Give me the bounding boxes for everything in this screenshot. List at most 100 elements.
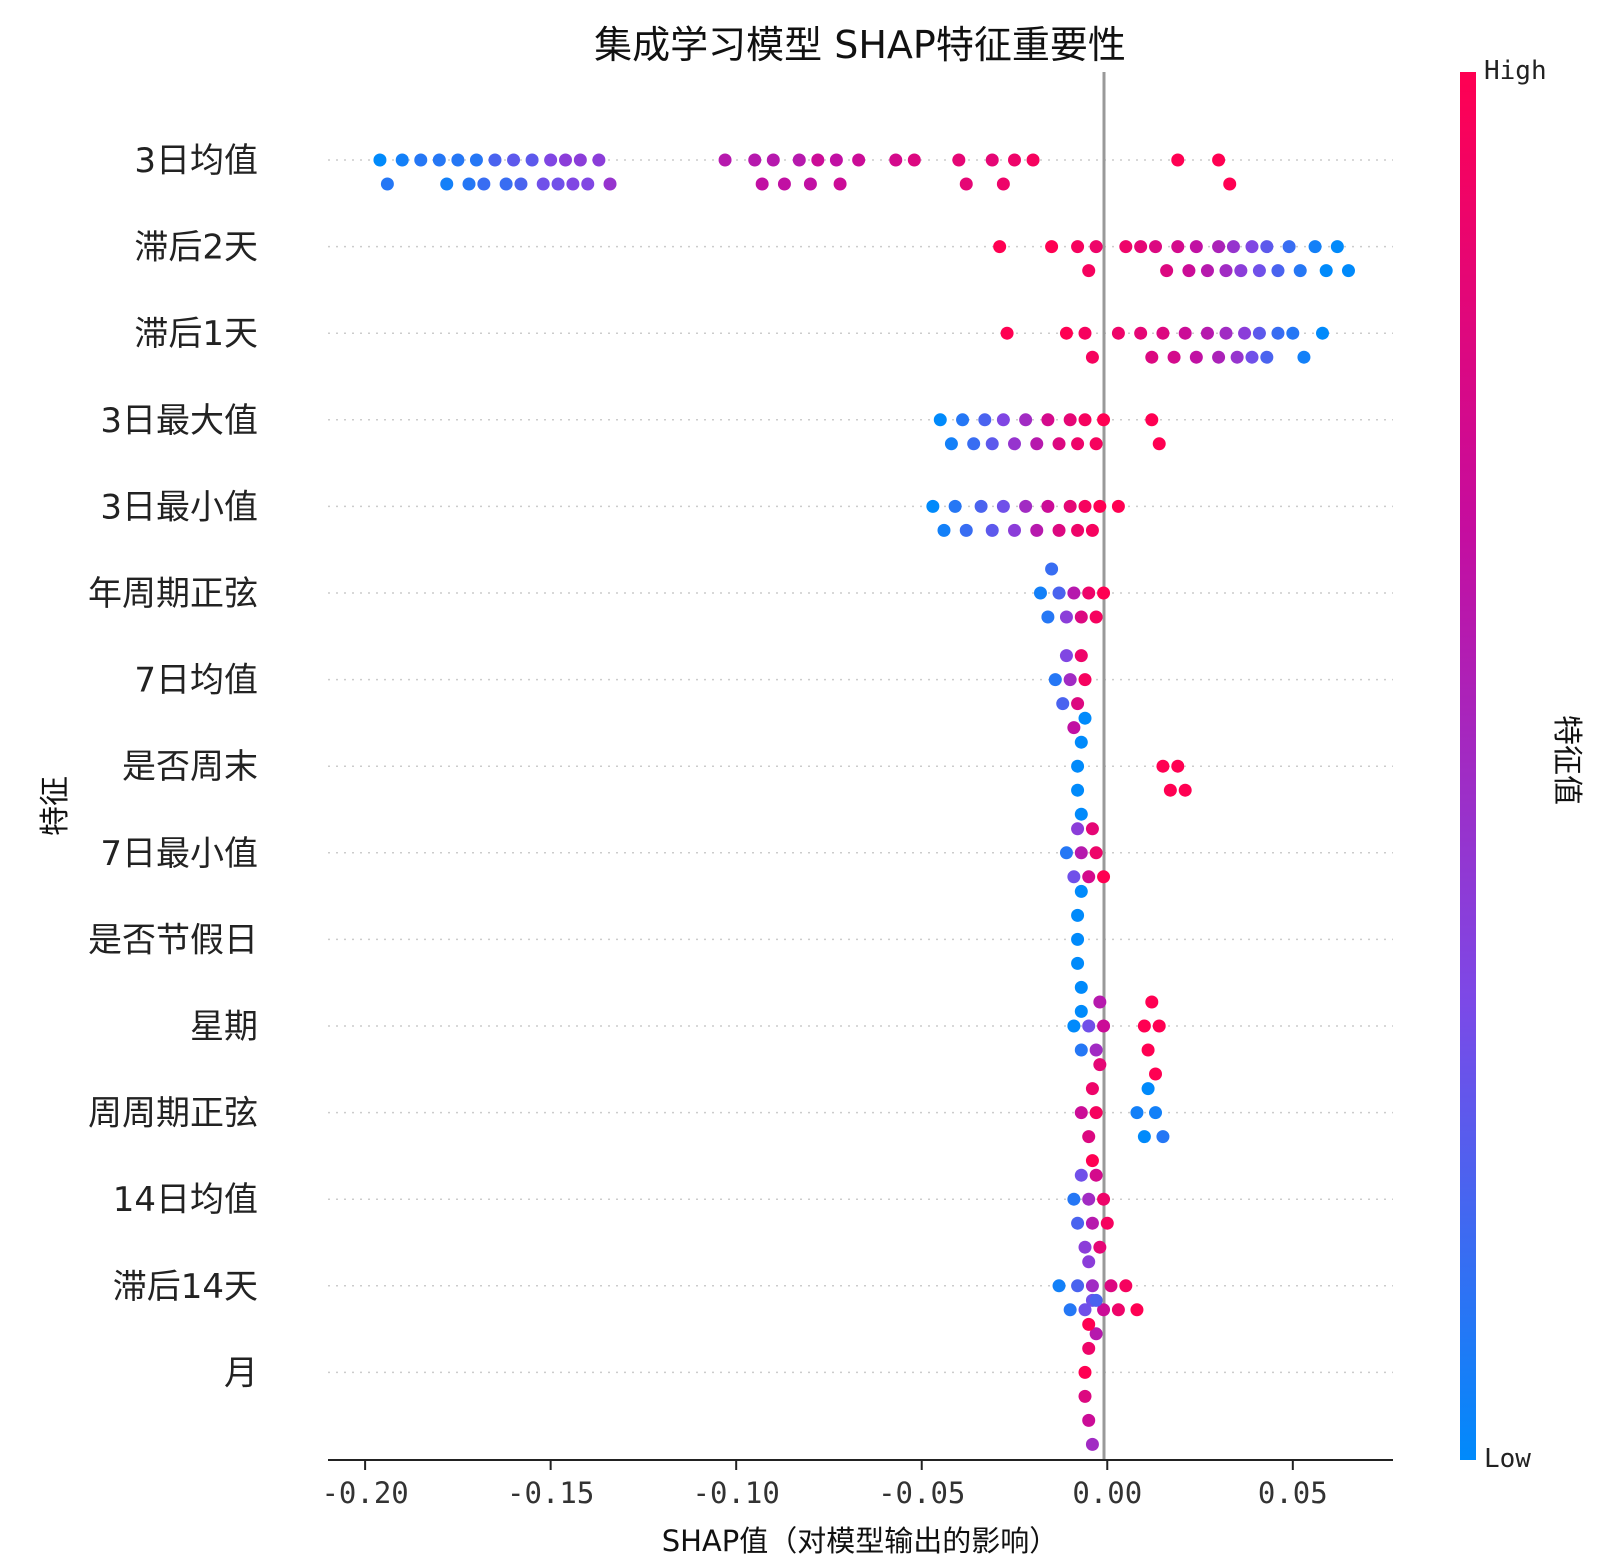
- shap-point: [1141, 1082, 1155, 1096]
- shap-point: [1093, 1058, 1107, 1072]
- shap-point: [1074, 610, 1088, 624]
- shap-point: [1078, 1365, 1092, 1379]
- shap-point: [985, 523, 999, 537]
- shap-point: [1119, 1279, 1133, 1293]
- shap-point: [1071, 1279, 1085, 1293]
- shap-point: [1212, 153, 1226, 167]
- shap-point: [1234, 264, 1248, 278]
- shap-point: [926, 499, 940, 513]
- shap-point: [1056, 697, 1070, 711]
- shap-point: [889, 153, 903, 167]
- shap-point: [1078, 326, 1092, 340]
- shap-point: [1137, 1019, 1151, 1033]
- shap-point: [937, 523, 951, 537]
- shap-point: [1330, 240, 1344, 254]
- shap-point: [1067, 1192, 1081, 1206]
- shap-point: [1093, 1240, 1107, 1254]
- shap-point: [1230, 350, 1244, 364]
- shap-point: [1100, 1216, 1114, 1230]
- feature-label: 是否节假日: [88, 920, 258, 960]
- shap-point: [1071, 759, 1085, 773]
- shap-point: [1000, 326, 1014, 340]
- shap-point: [1041, 610, 1055, 624]
- shap-point: [1097, 1192, 1111, 1206]
- shap-point: [1156, 326, 1170, 340]
- shap-point: [1111, 326, 1125, 340]
- shap-point: [581, 177, 595, 191]
- shap-point: [1074, 1168, 1088, 1182]
- shap-point: [566, 177, 580, 191]
- shap-point: [1074, 649, 1088, 663]
- shap-point: [1252, 264, 1266, 278]
- shap-point: [440, 177, 454, 191]
- shap-point: [1178, 783, 1192, 797]
- shap-point: [1082, 1130, 1096, 1144]
- shap-point: [1093, 499, 1107, 513]
- shap-point: [1089, 610, 1103, 624]
- shap-point: [967, 437, 981, 451]
- shap-point: [1074, 1004, 1088, 1018]
- shap-point: [1071, 956, 1085, 970]
- shap-point: [996, 499, 1010, 513]
- shap-point: [1059, 326, 1073, 340]
- shap-point: [1089, 437, 1103, 451]
- shap-point: [1071, 240, 1085, 254]
- shap-point: [1089, 1106, 1103, 1120]
- shap-point: [829, 153, 843, 167]
- shap-point: [1067, 721, 1081, 735]
- shap-point: [1111, 499, 1125, 513]
- shap-point: [1130, 1303, 1144, 1317]
- shap-point: [1097, 870, 1111, 884]
- shap-point: [1137, 1130, 1151, 1144]
- shap-point: [1033, 586, 1047, 600]
- shap-point: [469, 153, 483, 167]
- shap-point: [1308, 240, 1322, 254]
- feature-label: 年周期正弦: [88, 574, 258, 614]
- shap-point: [1089, 1168, 1103, 1182]
- shap-point: [1074, 846, 1088, 860]
- shap-point: [956, 413, 970, 427]
- shap-point: [996, 177, 1010, 191]
- shap-point: [1156, 1130, 1170, 1144]
- shap-point: [974, 499, 988, 513]
- shap-point: [1082, 264, 1096, 278]
- shap-point: [1030, 437, 1044, 451]
- shap-point: [1078, 413, 1092, 427]
- shap-point: [1071, 437, 1085, 451]
- shap-point: [978, 413, 992, 427]
- shap-point: [1178, 326, 1192, 340]
- shap-point: [1074, 1106, 1088, 1120]
- feature-label: 7日最小值: [100, 834, 258, 874]
- chart-title: 集成学习模型 SHAP特征重要性: [594, 23, 1126, 67]
- shap-point: [1089, 1293, 1103, 1307]
- shap-point: [1341, 264, 1355, 278]
- shap-point: [1082, 586, 1096, 600]
- shap-point: [718, 153, 732, 167]
- feature-label: 是否周末: [122, 747, 258, 787]
- shap-point: [985, 153, 999, 167]
- shap-point: [933, 413, 947, 427]
- feature-label: 滞后14天: [113, 1267, 258, 1307]
- shap-point: [1082, 1341, 1096, 1355]
- shap-point: [852, 153, 866, 167]
- shap-point: [414, 153, 428, 167]
- shap-point: [1082, 1317, 1096, 1331]
- shap-point: [1074, 980, 1088, 994]
- shap-point: [1245, 240, 1259, 254]
- shap-point: [1089, 846, 1103, 860]
- x-tick-label: -0.05: [878, 1476, 965, 1510]
- shap-point: [959, 177, 973, 191]
- shap-point: [1074, 884, 1088, 898]
- shap-point: [1282, 240, 1296, 254]
- shap-point: [1093, 995, 1107, 1009]
- y-axis-label: 特征: [38, 776, 73, 836]
- shap-point: [544, 153, 558, 167]
- shap-point: [1019, 413, 1033, 427]
- shap-point: [1260, 350, 1274, 364]
- shap-point: [1085, 1437, 1099, 1451]
- feature-label: 星期: [190, 1007, 258, 1047]
- shap-point: [1089, 1043, 1103, 1057]
- shap-point: [1085, 1082, 1099, 1096]
- shap-point: [1041, 499, 1055, 513]
- shap-point: [1167, 350, 1181, 364]
